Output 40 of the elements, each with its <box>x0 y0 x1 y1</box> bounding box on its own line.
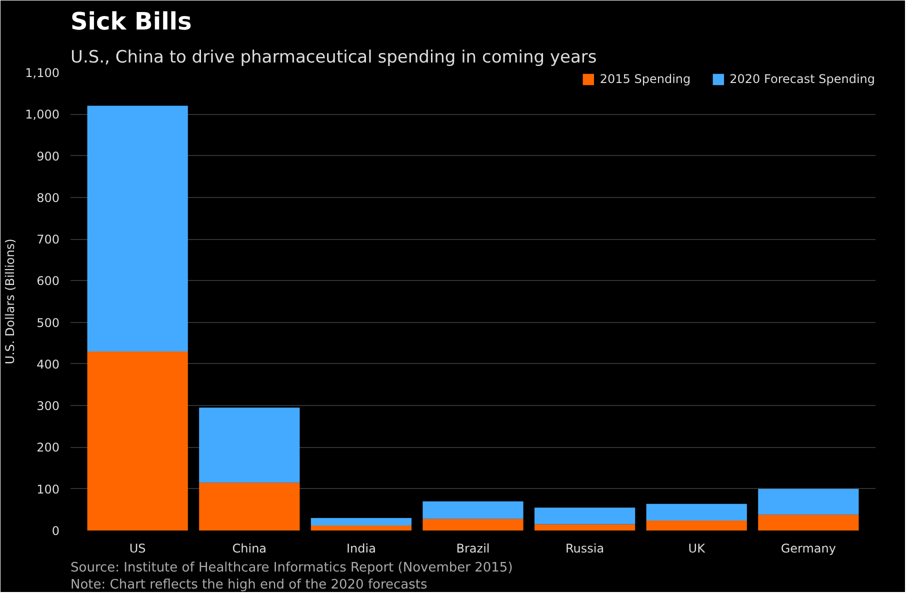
bar <box>534 508 636 524</box>
y-tick-label: 300 <box>36 399 60 414</box>
x-tick-label: Germany <box>780 542 836 556</box>
bar <box>534 524 636 530</box>
y-tick-label: 700 <box>36 232 60 247</box>
text: Note: Chart reflects the high end of the 2020 forecasts <box>70 578 428 592</box>
y-tick-label: 600 <box>36 274 60 288</box>
x-tick-label: US <box>129 542 146 556</box>
y-tick-label: 400 <box>36 357 60 372</box>
x-tick-label: China <box>232 542 267 556</box>
bar <box>87 106 188 352</box>
bar <box>199 408 300 483</box>
bar <box>87 351 188 530</box>
y-tick-label: 1,000 <box>25 108 60 122</box>
y-tick-label: 100 <box>36 482 60 496</box>
bar <box>758 514 859 530</box>
bar <box>646 504 747 521</box>
x-tick-label: UK <box>688 542 706 556</box>
y-tick-label: 500 <box>36 316 60 330</box>
chart-subtitle: U.S., China to drive pharmaceutical spending in coming years <box>70 48 597 68</box>
bar <box>199 482 300 530</box>
x-tick-label: Russia <box>566 542 604 556</box>
y-tick-label: 800 <box>36 190 60 205</box>
x-tick-label: India <box>346 542 376 556</box>
bar <box>422 518 524 530</box>
y-tick-label: 0 <box>52 524 60 538</box>
y-tick-label: 1,100 <box>25 66 60 80</box>
source-note: Source: Institute of Healthcare Informatics Report (November 2015) <box>70 560 513 576</box>
legend-label: 2015 Spending <box>600 72 691 86</box>
y-axis-title: U.S. Dollars (Billions) <box>3 238 18 364</box>
bar <box>310 518 412 526</box>
x-tick-label: Brazil <box>456 542 490 556</box>
chart-title: Sick Bills <box>70 8 192 36</box>
bar <box>310 526 412 530</box>
y-tick-label: 900 <box>36 149 60 164</box>
legend-label: 2020 Forecast Spending <box>730 72 875 86</box>
bar <box>422 501 524 519</box>
bar <box>758 488 859 515</box>
y-tick-label: 200 <box>36 440 60 455</box>
bar <box>646 520 747 530</box>
